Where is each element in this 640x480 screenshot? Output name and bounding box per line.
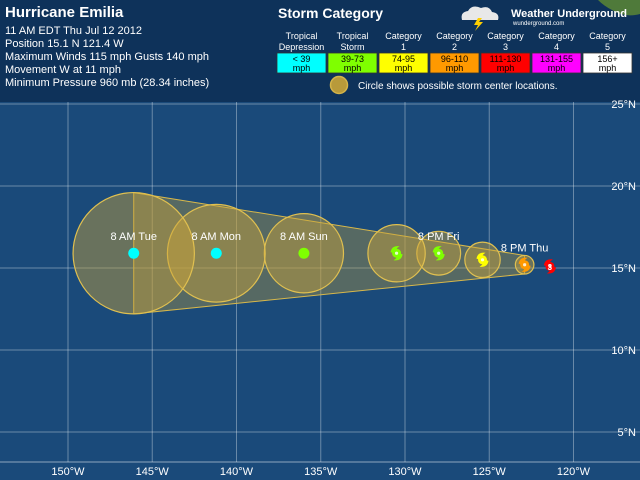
category-unit: mph bbox=[395, 63, 413, 73]
category-swatch bbox=[531, 52, 582, 74]
category-unit: mph bbox=[599, 63, 617, 73]
category-name: Tropical bbox=[337, 31, 369, 41]
legend-circle-icon bbox=[329, 75, 349, 95]
lon-label: 125°W bbox=[473, 466, 507, 478]
lon-label: 140°W bbox=[220, 466, 254, 478]
category-name: 1 bbox=[401, 42, 406, 52]
category-swatch bbox=[327, 52, 378, 74]
category-range: < 39 bbox=[293, 54, 311, 64]
category-unit: mph bbox=[293, 63, 311, 73]
legend-note: Circle shows possible storm center locat… bbox=[358, 81, 558, 92]
current-category: 3 bbox=[548, 263, 553, 272]
category-name: Category bbox=[538, 31, 575, 41]
lon-label: 150°W bbox=[51, 466, 85, 478]
category-unit: mph bbox=[446, 63, 464, 73]
lon-label: 120°W bbox=[557, 466, 591, 478]
category-range: 111-130 bbox=[490, 54, 522, 64]
storm-pressure: Minimum Pressure 960 mb (28.34 inches) bbox=[5, 77, 209, 89]
hurricane-icon bbox=[518, 257, 531, 272]
category-unit: mph bbox=[344, 63, 362, 73]
category-swatch bbox=[582, 52, 633, 74]
hurricane-icon bbox=[476, 252, 489, 267]
category-name: Category bbox=[487, 31, 524, 41]
svg-text:wunderground.com: wunderground.com bbox=[512, 21, 564, 27]
category-range: 96-110 bbox=[441, 54, 468, 64]
category-name: Category bbox=[436, 31, 473, 41]
lon-label: 130°W bbox=[388, 466, 422, 478]
forecast-label: 8 PM Thu bbox=[501, 243, 549, 255]
lat-label: 5°N bbox=[618, 427, 637, 439]
category-range: 131-155 bbox=[540, 54, 573, 64]
lat-label: 15°N bbox=[611, 263, 636, 275]
category-name: Category bbox=[385, 31, 422, 41]
current-hurricane-icon: 3 bbox=[543, 259, 556, 274]
category-range: 156+ bbox=[597, 54, 617, 64]
tropical-storm-icon bbox=[390, 246, 403, 261]
track-markers: 8 PM Thu 8 PM Fri 8 AM Sun 8 AM Mon 8 AM Tue… bbox=[110, 231, 556, 274]
category-swatch bbox=[276, 52, 327, 74]
axis-labels: 150°W145°W140°W135°W130°W125°W120°W115°W… bbox=[51, 99, 637, 478]
category-name: 2 bbox=[452, 42, 457, 52]
category-name: 5 bbox=[605, 42, 610, 52]
category-name: 4 bbox=[554, 42, 559, 52]
lon-label: 145°W bbox=[136, 466, 170, 478]
land-area bbox=[598, 0, 640, 16]
lightning-icon bbox=[474, 18, 483, 31]
storm-title: Hurricane Emilia bbox=[5, 4, 124, 21]
forecast-dot-icon bbox=[210, 247, 222, 259]
legend-title: Storm Category bbox=[278, 5, 383, 21]
category-name: Category bbox=[589, 31, 626, 41]
storm-winds: Maximum Winds 115 mph Gusts 140 mph bbox=[5, 51, 209, 63]
forecast-label: 8 AM Sun bbox=[280, 231, 328, 243]
storm-movement: Movement W at 11 mph bbox=[5, 64, 121, 76]
category-range: 39-73 bbox=[341, 54, 364, 64]
category-name: 3 bbox=[503, 42, 508, 52]
forecast-dot-icon bbox=[298, 247, 310, 259]
category-swatch bbox=[429, 52, 480, 74]
forecast-label: 8 PM Fri bbox=[418, 231, 460, 243]
category-swatch bbox=[480, 52, 531, 74]
category-name: Tropical bbox=[286, 31, 318, 41]
header-panel bbox=[0, 0, 640, 102]
brand-logo: Weather Underground wunderground.com bbox=[461, 6, 627, 31]
forecast-label: 8 AM Tue bbox=[110, 231, 156, 243]
tropical-storm-icon bbox=[432, 246, 445, 261]
lon-label: 135°W bbox=[304, 466, 338, 478]
lat-label: 20°N bbox=[611, 181, 636, 193]
category-unit: mph bbox=[548, 63, 566, 73]
lat-label: 25°N bbox=[611, 99, 636, 111]
storm-time: 11 AM EDT Thu Jul 12 2012 bbox=[5, 25, 142, 37]
cloud-icon bbox=[461, 6, 499, 21]
forecast-dot-icon bbox=[128, 247, 140, 259]
category-range: 74-95 bbox=[392, 54, 415, 64]
category-name: Depression bbox=[279, 42, 325, 52]
category-unit: mph bbox=[497, 63, 515, 73]
svg-text:Weather Underground: Weather Underground bbox=[511, 8, 627, 20]
lat-label: 10°N bbox=[611, 345, 636, 357]
category-name: Storm bbox=[340, 42, 364, 52]
forecast-label: 8 AM Mon bbox=[192, 231, 242, 243]
category-swatch bbox=[378, 52, 429, 74]
storm-position: Position 15.1 N 121.4 W bbox=[5, 38, 124, 50]
